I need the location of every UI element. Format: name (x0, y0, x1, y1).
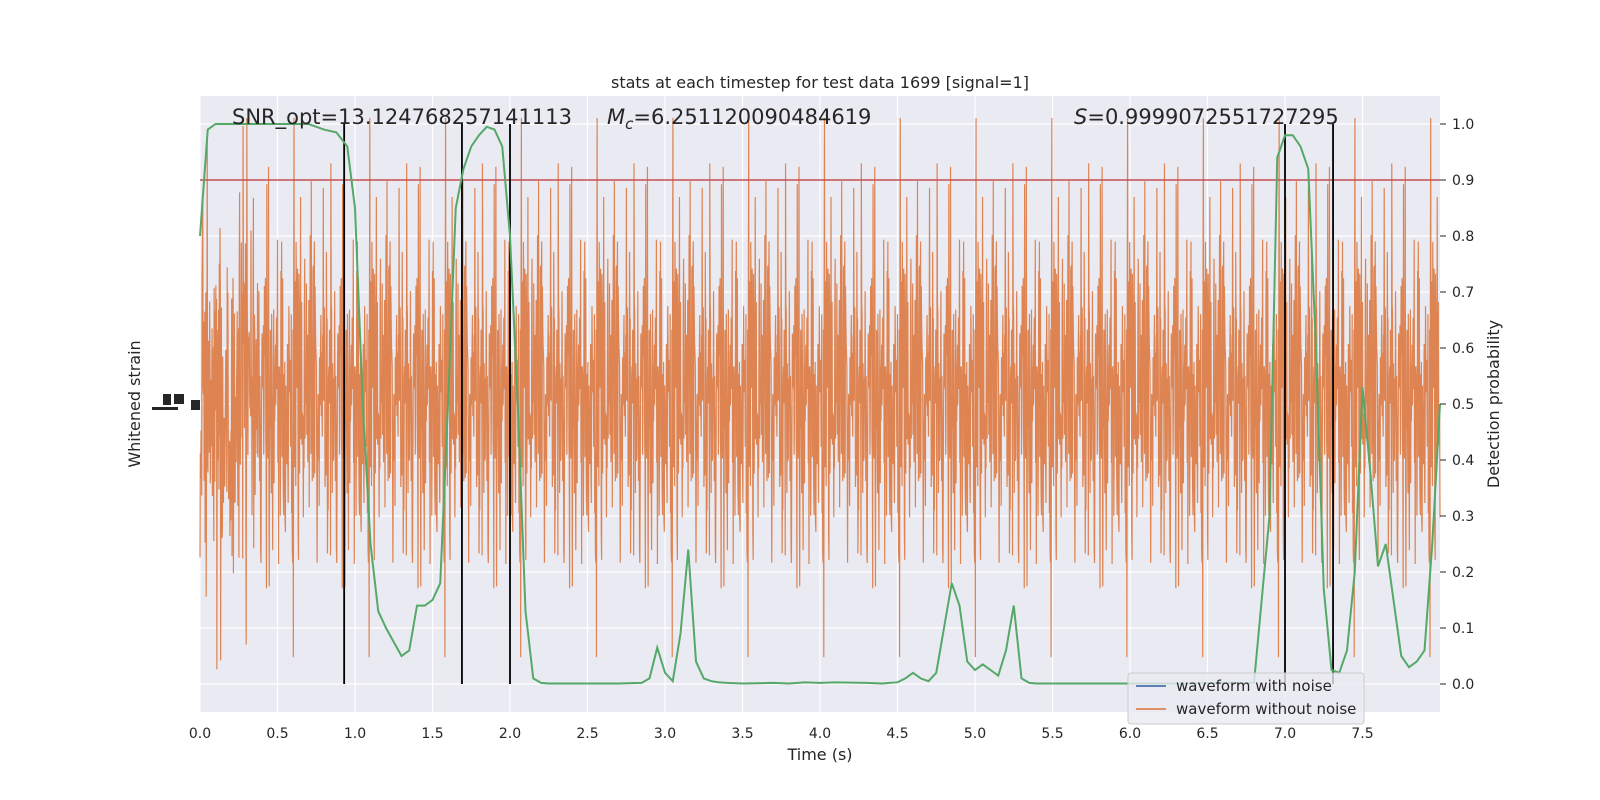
x-tick-label: 3.0 (654, 726, 676, 742)
x-tick-label: 6.0 (1119, 726, 1141, 742)
x-tick-label: 2.0 (499, 726, 521, 742)
y-tick-label: 0.1 (1452, 621, 1474, 637)
x-tick-label: 4.5 (886, 726, 908, 742)
waveform-without-noise-series (199, 117, 1441, 670)
chirp-mass-annotation: Mc=6.251120090484619 (607, 105, 871, 133)
x-tick-label: 2.5 (576, 726, 598, 742)
right-y-axis-label: Detection probability (1484, 320, 1503, 488)
x-tick-label: 0.0 (189, 726, 211, 742)
right-y-tick-labels: 0.0 0.1 0.2 0.3 0.4 0.5 0.6 0.7 0.8 0.9 1.0 (1440, 117, 1474, 693)
x-tick-label: 3.5 (731, 726, 753, 742)
y-tick-label: 1.0 (1452, 117, 1474, 133)
snr-annotation: SNR_opt=13.124768257141113 (232, 105, 572, 130)
x-tick-label: 6.5 (1196, 726, 1218, 742)
x-tick-label: 5.5 (1041, 726, 1063, 742)
x-tick-label: 4.0 (809, 726, 831, 742)
detection-probability-series (199, 123, 1441, 685)
y-tick-label: 0.9 (1452, 173, 1474, 189)
left-axis-ticks (152, 394, 200, 410)
x-tick-label: 7.0 (1274, 726, 1296, 742)
y-tick-label: 0.7 (1452, 285, 1474, 301)
y-tick-label: 0.0 (1452, 677, 1474, 693)
waveform-trace (199, 117, 1441, 670)
y-tick-label: 0.2 (1452, 565, 1474, 581)
y-tick-label: 0.3 (1452, 509, 1474, 525)
legend-label-with-noise: waveform with noise (1176, 677, 1332, 695)
x-tick-label: 5.0 (964, 726, 986, 742)
x-tick-labels: 0.0 0.5 1.0 1.5 2.0 2.5 3.0 3.5 4.0 4.5 5.0 5.5 6.0 6… (189, 726, 1374, 742)
x-axis-label: Time (s) (786, 745, 852, 764)
x-tick-label: 1.0 (344, 726, 366, 742)
legend: waveform with noise waveform without noi… (1127, 672, 1365, 725)
y-tick-label: 0.8 (1452, 229, 1474, 245)
event-markers (343, 124, 1334, 684)
y-tick-label: 0.5 (1452, 397, 1474, 413)
legend-label-without-noise: waveform without noise (1176, 700, 1356, 718)
chart-title: stats at each timestep for test data 169… (611, 73, 1029, 92)
left-y-axis-label: Whitened strain (125, 340, 144, 467)
y-tick-label: 0.4 (1452, 453, 1474, 469)
probability-line (199, 123, 1441, 685)
score-annotation: S=0.9999072551727295 (1074, 105, 1339, 129)
x-tick-label: 1.5 (421, 726, 443, 742)
y-tick-label: 0.6 (1452, 341, 1474, 357)
x-tick-label: 7.5 (1351, 726, 1373, 742)
x-tick-label: 0.5 (266, 726, 288, 742)
